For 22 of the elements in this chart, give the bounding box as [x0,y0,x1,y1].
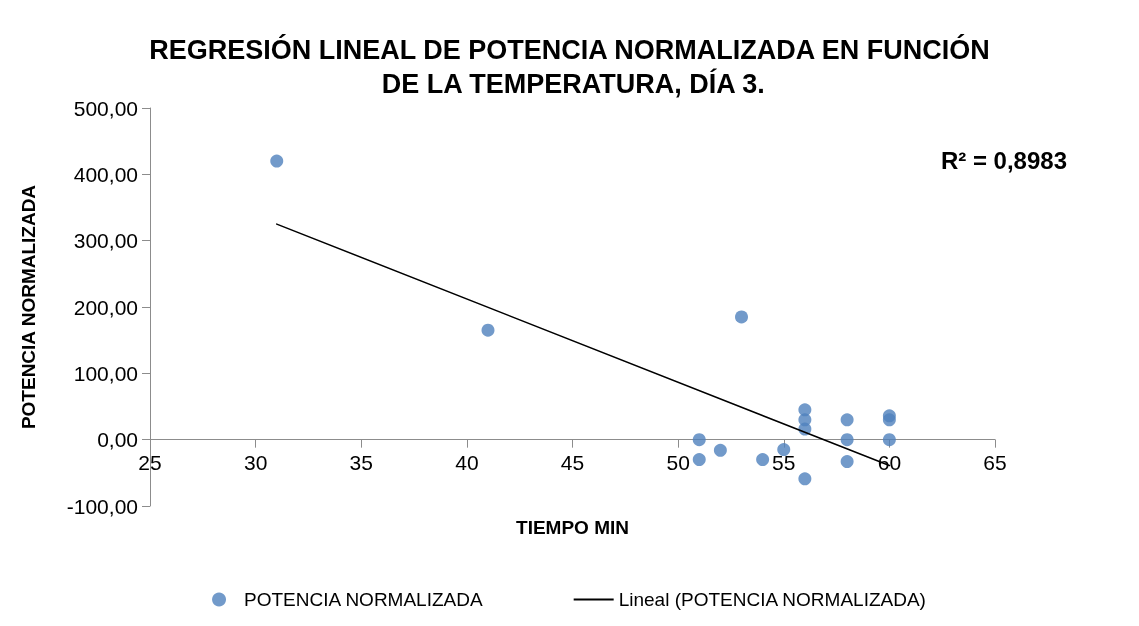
chart-title: REGRESIÓN LINEAL DE POTENCIA NORMALIZADA EN FUNCIÓN DE LA TEMPERATURA, DÍA 3. [149,34,990,99]
x-tick-label: 60 [877,450,902,474]
x-tick-label: 35 [349,450,373,474]
y-tick-label: 100,00 [73,361,138,385]
x-axis-title: TIEMPO MIN [516,517,629,538]
x-tick-label: 45 [560,450,585,474]
y-tick-label: 500,00 [73,96,138,120]
x-tick-label: 40 [455,450,479,474]
x-tick-label: 50 [666,450,690,474]
y-tick-label: -100,00 [66,494,138,518]
x-tick-label: 65 [983,450,1007,474]
y-tick-label: 200,00 [73,295,138,319]
annotation: R² = 0,8983 [940,146,1068,174]
legend-label: POTENCIA NORMALIZADA [244,589,483,610]
x-tick-label: 30 [243,450,268,474]
x-tick-label: 55 [772,450,796,474]
y-tick-label: 400,00 [73,162,138,186]
y-tick-label: 300,00 [73,229,138,253]
x-tick-label: 25 [138,450,162,474]
legend-label: Lineal (POTENCIA NORMALIZADA) [618,589,926,610]
y-tick-label: 0,00 [97,428,138,452]
y-axis-title: POTENCIA NORMALIZADA [18,184,39,430]
